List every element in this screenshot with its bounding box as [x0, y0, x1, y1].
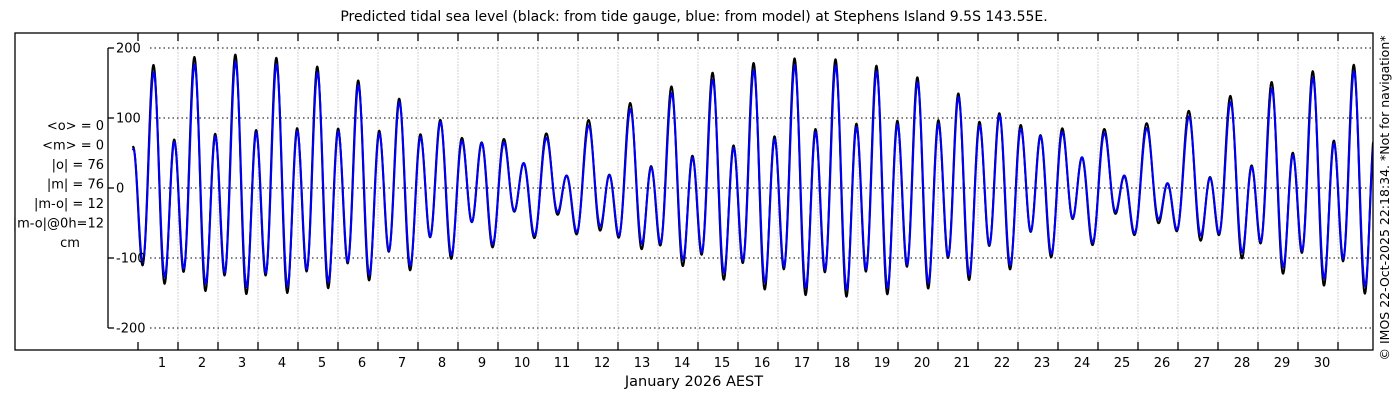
x-tick-label: 21: [954, 356, 971, 371]
horizontal-gridlines: [150, 47, 1372, 329]
stats-line: <o> = 0: [47, 119, 104, 134]
x-tick-label: 30: [1314, 356, 1331, 371]
y-tick-label: 200: [116, 42, 141, 57]
x-tick-label: 11: [554, 356, 571, 371]
x-tick-labels: 1 2 3 4 5 6 7 8 9 10 11 12 13 14 15 16 17 18 19 20 21 22 23 24 2…: [158, 356, 1330, 371]
stats-box: <o> = 0 <m> = 0 |o| = 76 |m| = 76 |m-o| = 12…: [13, 119, 104, 251]
day-tick-marks: [137, 33, 1339, 350]
x-tick-label: 24: [1074, 356, 1091, 371]
stats-line: |m-o|@0h=12: [13, 217, 104, 232]
model-curve: [131, 60, 1373, 291]
y-tick-label: 100: [116, 112, 141, 127]
y-axis-ruler: 200 100 0 -100 -200: [107, 42, 146, 337]
x-tick-label: 28: [1234, 356, 1251, 371]
x-tick-label: 15: [714, 356, 731, 371]
x-tick-label: 1: [158, 356, 166, 371]
x-tick-label: 14: [674, 356, 691, 371]
x-tick-label: 20: [914, 356, 931, 371]
x-tick-label: 9: [478, 356, 486, 371]
x-tick-label: 18: [834, 356, 851, 371]
x-tick-label: 25: [1114, 356, 1131, 371]
x-tick-label: 17: [794, 356, 811, 371]
x-tick-label: 6: [358, 356, 366, 371]
y-tick-label: -200: [116, 322, 146, 337]
x-tick-label: 3: [238, 356, 246, 371]
imos-watermark: © IMOS 22-Oct-2025 22:18:34. *Not for na…: [1377, 36, 1392, 361]
x-tick-label: 19: [874, 356, 891, 371]
x-axis-label: January 2026 AEST: [624, 374, 763, 390]
x-tick-label: 7: [398, 356, 406, 371]
x-tick-label: 8: [438, 356, 446, 371]
y-tick-label: 0: [116, 182, 124, 197]
x-tick-label: 5: [318, 356, 326, 371]
plot-border: [14, 32, 1374, 351]
x-tick-label: 12: [594, 356, 611, 371]
x-tick-label: 26: [1154, 356, 1171, 371]
y-tick-label: -100: [116, 252, 146, 267]
x-tick-label: 27: [1194, 356, 1211, 371]
x-tick-label: 10: [514, 356, 531, 371]
stats-line: |m-o| = 12: [34, 197, 104, 212]
x-tick-label: 4: [278, 356, 286, 371]
x-tick-label: 2: [198, 356, 206, 371]
stats-line: cm: [60, 236, 80, 251]
stats-line: |o| = 76: [52, 158, 104, 173]
chart-title: Predicted tidal sea level (black: from t…: [340, 9, 1047, 25]
stats-line: <m> = 0: [42, 139, 104, 154]
tide-curves: [131, 53, 1373, 298]
stats-line: |m| = 76: [47, 178, 104, 193]
x-tick-label: 23: [1034, 356, 1051, 371]
x-tick-label: 22: [994, 356, 1011, 371]
x-tick-label: 13: [634, 356, 651, 371]
x-tick-label: 16: [754, 356, 771, 371]
x-tick-label: 29: [1274, 356, 1291, 371]
